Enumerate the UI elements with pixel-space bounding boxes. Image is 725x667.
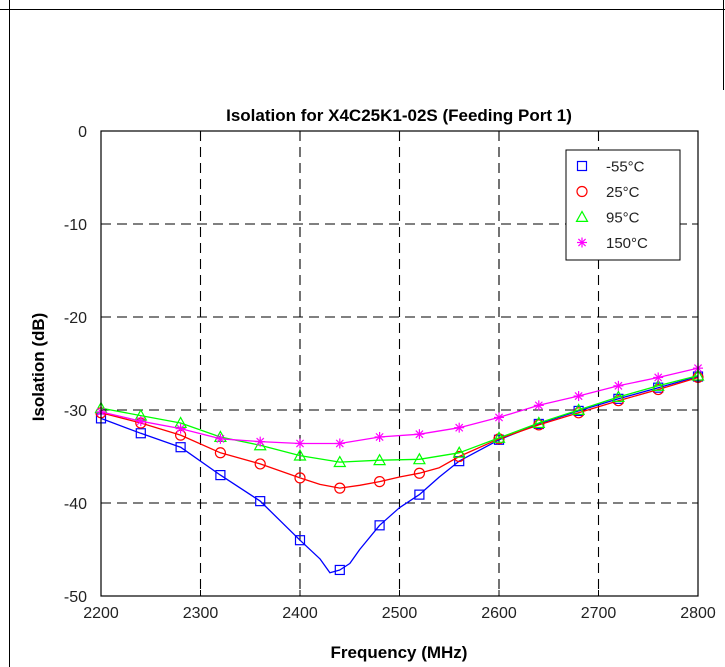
data-point [573, 391, 584, 402]
data-point [611, 390, 625, 402]
data-point [374, 520, 385, 531]
data-point [333, 455, 347, 468]
legend-entry: 25°C [576, 184, 640, 201]
data-point [533, 400, 544, 411]
window-frame-right [723, 0, 725, 90]
legend-label: -55°C [606, 159, 645, 176]
data-point [254, 458, 266, 470]
y-tick-label: 0 [78, 124, 87, 141]
data-point [613, 380, 624, 391]
data-point [532, 416, 546, 429]
asterisk-stroke [494, 413, 504, 422]
y-tick-label: -50 [64, 589, 87, 606]
legend-entry: 150°C [577, 235, 648, 252]
asterisk-stroke [335, 439, 344, 448]
y-tick-label: -20 [64, 310, 87, 327]
x-tick-label: 2300 [183, 605, 219, 622]
data-point [215, 470, 226, 481]
legend-label: 95°C [606, 210, 640, 227]
data-point [494, 412, 504, 423]
data-point [294, 472, 306, 484]
data-point [334, 438, 345, 449]
data-point [293, 448, 307, 461]
data-point [492, 431, 506, 443]
legend-label: 25°C [606, 184, 640, 201]
legend-marker [576, 185, 588, 198]
legend-entry: -55°C [576, 159, 645, 176]
asterisk-stroke [176, 424, 185, 433]
data-point [414, 489, 425, 500]
data-point [135, 416, 146, 427]
series-line [100, 375, 699, 574]
x-tick-label: 2700 [581, 605, 617, 622]
data-point [294, 535, 306, 546]
asterisk-stroke [256, 437, 265, 446]
y-tick-label: -30 [64, 403, 87, 420]
series-line [100, 376, 699, 489]
x-tick-label: 2800 [680, 605, 716, 622]
data-point [413, 467, 425, 479]
x-tick-label: 2400 [282, 605, 318, 622]
legend-marker [575, 210, 589, 222]
window-frame-top [0, 0, 725, 10]
data-point [374, 431, 385, 442]
data-point [214, 447, 226, 459]
data-point [334, 564, 345, 576]
legend-box [565, 149, 681, 261]
data-point [215, 433, 226, 444]
window-frame-left [0, 0, 10, 667]
series-line [100, 374, 699, 463]
asterisk-stroke [216, 434, 225, 443]
data-point [414, 429, 425, 440]
data-point [454, 422, 465, 433]
x-tick-label: 2200 [83, 605, 119, 622]
asterisk-stroke [136, 417, 145, 426]
data-point [175, 442, 186, 453]
asterisk-stroke [614, 381, 623, 390]
asterisk-stroke [375, 432, 384, 441]
data-point [653, 372, 664, 383]
legend-label: 150°C [606, 235, 648, 252]
x-tick-label: 2600 [481, 605, 517, 622]
chart-title: Isolation for X4C25K1-02S (Feeding Port … [226, 106, 572, 125]
grid [101, 131, 698, 596]
asterisk-stroke [577, 238, 587, 247]
data-point [572, 403, 586, 415]
x-axis-label: Frequency (MHz) [331, 643, 468, 662]
data-point [493, 433, 505, 445]
data-point [175, 423, 186, 434]
asterisk-stroke [574, 392, 583, 401]
asterisk-stroke [534, 401, 543, 410]
data-point [374, 476, 386, 488]
x-tick-label: 2500 [382, 605, 418, 622]
asterisk-stroke [295, 439, 305, 448]
data-point [255, 496, 266, 507]
y-tick-label: -10 [64, 217, 87, 234]
legend-entry: 95°C [575, 210, 640, 227]
axis-ticks: 2200 2300 2400 2500 2600 2700 2800 0 -10 -20 -30 -4… [64, 124, 716, 622]
data-point [295, 438, 305, 449]
data-point [412, 452, 426, 465]
y-axis-label: Isolation (dB) [29, 313, 48, 422]
asterisk-stroke [415, 430, 424, 439]
asterisk-stroke [654, 373, 663, 382]
y-tick-label: -40 [64, 496, 87, 513]
series-layer [94, 363, 705, 576]
data-point [255, 436, 266, 447]
asterisk-stroke [455, 423, 464, 432]
series-3 [96, 363, 703, 449]
legend-marker [576, 160, 588, 172]
data-point [334, 482, 346, 494]
data-point [135, 428, 146, 439]
series-line [100, 367, 699, 445]
legend: -55°C 25°C 95°C 150°C [565, 149, 681, 261]
data-point [373, 453, 387, 466]
data-point [651, 379, 665, 391]
legend-marker [577, 237, 587, 248]
data-point [452, 446, 466, 458]
